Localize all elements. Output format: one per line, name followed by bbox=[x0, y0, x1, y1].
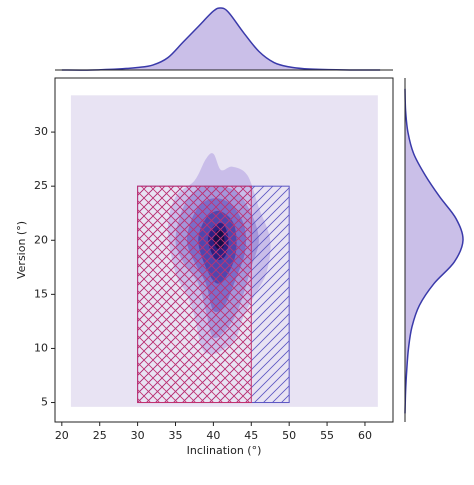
x-axis-label: Inclination (°) bbox=[187, 444, 262, 457]
marginal-y-fill bbox=[405, 88, 464, 414]
hatched-region bbox=[137, 185, 252, 404]
marginal-x-line bbox=[61, 7, 381, 71]
x-tick-label: 30 bbox=[131, 429, 145, 442]
x-tick-label: 35 bbox=[168, 429, 182, 442]
marginal-x-fill bbox=[61, 7, 381, 71]
y-tick-label: 10 bbox=[34, 341, 48, 354]
marginal-y-line bbox=[404, 88, 464, 414]
y-tick-label: 20 bbox=[34, 233, 48, 246]
y-tick-label: 25 bbox=[34, 179, 48, 192]
x-tick-label: 45 bbox=[244, 429, 258, 442]
x-tick-label: 20 bbox=[55, 429, 69, 442]
y-tick-label: 15 bbox=[34, 287, 48, 300]
axes-frame bbox=[54, 77, 394, 423]
y-tick-label: 30 bbox=[34, 125, 48, 138]
x-tick-label: 40 bbox=[206, 429, 220, 442]
x-tick-label: 60 bbox=[358, 429, 372, 442]
x-tick-label: 50 bbox=[282, 429, 296, 442]
x-tick-label: 25 bbox=[93, 429, 107, 442]
y-tick-label: 5 bbox=[41, 396, 48, 409]
y-axis-label: Version (°) bbox=[15, 221, 28, 279]
x-tick-label: 55 bbox=[320, 429, 334, 442]
